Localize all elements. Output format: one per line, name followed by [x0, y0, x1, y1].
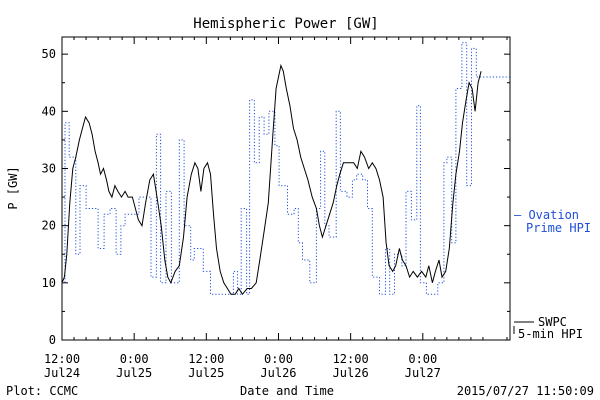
x-tick-label-date: Jul26: [333, 366, 369, 380]
x-tick-label-time: 12:00: [44, 352, 80, 366]
x-tick-label-time: 0:00: [408, 352, 437, 366]
x-tick-label-date: Jul25: [188, 366, 224, 380]
legend-ovation-line2: Prime HPI: [526, 221, 591, 235]
y-tick-label: 50: [42, 47, 56, 61]
footer-timestamp: 2015/07/27 11:50:09: [457, 384, 594, 398]
x-tick-label-date: Jul25: [116, 366, 152, 380]
legend-swpc-line2: 5-min HPI: [518, 327, 583, 341]
x-axis-ticks: 12:00Jul240:00Jul2512:00Jul250:00Jul2612…: [44, 37, 508, 380]
series-ovation-prime-hpi: [62, 42, 510, 295]
footer-credit: Plot: CCMC: [6, 384, 78, 398]
legend-swpc-line1: SWPC: [538, 315, 567, 329]
series-layer: [61, 42, 510, 296]
y-tick-label: 40: [42, 104, 56, 118]
y-tick-label: 0: [49, 333, 56, 347]
legend-ovation-line1: — Ovation: [514, 208, 579, 222]
y-axis-label: P [GW]: [6, 166, 20, 209]
y-axis-ticks: 0 10 20 30 40 50: [42, 47, 510, 347]
plot-frame: [61, 36, 511, 341]
y-tick-label: 20: [42, 219, 56, 233]
legend: — Ovation Prime HPI SWPC 5-min HPI: [513, 208, 591, 341]
x-tick-label-date: Jul24: [44, 366, 80, 380]
series-swpc-5min-hpi: [61, 63, 482, 296]
x-tick-label-date: Jul27: [405, 366, 441, 380]
chart-title: Hemispheric Power [GW]: [193, 16, 378, 32]
y-tick-label: 10: [42, 276, 56, 290]
x-tick-label-time: 12:00: [333, 352, 369, 366]
x-tick-label-date: Jul26: [260, 366, 296, 380]
x-axis-label: Date and Time: [240, 384, 334, 398]
x-tick-label-time: 12:00: [188, 352, 224, 366]
x-tick-label-time: 0:00: [120, 352, 149, 366]
y-tick-label: 30: [42, 161, 56, 175]
x-tick-label-time: 0:00: [264, 352, 293, 366]
